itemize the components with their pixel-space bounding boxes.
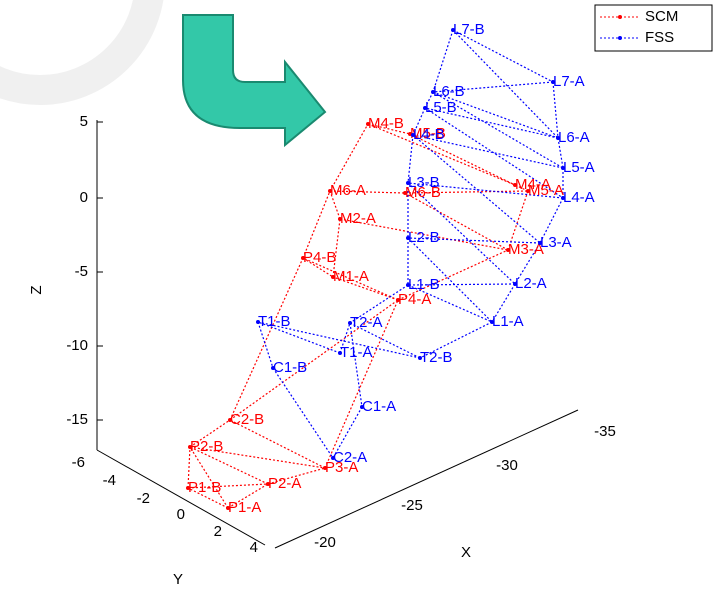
node-label: L7-A (553, 73, 585, 90)
edge (330, 124, 368, 191)
node-label: T2-A (350, 314, 383, 331)
node-label: M2-A (340, 210, 376, 227)
node-label: L6-B (433, 83, 465, 100)
legend-marker (618, 36, 622, 40)
node-label: L3-B (408, 174, 440, 191)
edge (303, 191, 330, 258)
node-label: P1-B (188, 479, 221, 496)
node-label: L6-A (558, 129, 590, 146)
legend-marker (618, 15, 622, 19)
legend-label: FSS (645, 29, 674, 46)
edge (453, 30, 558, 138)
node-label: T2-B (420, 349, 453, 366)
node-label: M1-A (333, 268, 369, 285)
x-axis-label: X (461, 544, 471, 561)
node-label: T1-B (258, 313, 291, 330)
node-label: T1-A (340, 344, 373, 361)
node-label: L5-A (563, 159, 595, 176)
z-axis-label: Z (28, 285, 45, 294)
z-tick-label: 0 (80, 189, 88, 206)
node-label: C1-B (273, 359, 307, 376)
node-label: L7-B (453, 21, 485, 38)
legend-label: SCM (645, 8, 678, 25)
x-tick-label: -35 (594, 423, 616, 440)
y-axis (97, 450, 265, 545)
node-label: C2-A (333, 449, 367, 466)
y-tick-label: 4 (250, 539, 258, 556)
y-tick-label: -4 (103, 472, 116, 489)
x-tick-label: -25 (401, 497, 423, 514)
node-label: C2-B (230, 411, 264, 428)
x-tick-label: -20 (314, 534, 336, 551)
edge (273, 368, 333, 458)
y-axis-label: Y (173, 571, 183, 588)
node-label: M6-A (330, 182, 366, 199)
node-label: M4-B (368, 115, 404, 132)
node-label: L4-B (413, 126, 445, 143)
edge (350, 323, 362, 407)
node-label: L4-A (563, 189, 595, 206)
node-label: L2-A (515, 275, 547, 292)
y-tick-label: 0 (177, 506, 185, 523)
y-tick-label: -2 (137, 490, 150, 507)
x-axis (275, 410, 578, 548)
z-tick-label: -10 (66, 337, 88, 354)
figure: 50-5-10-15-6-4-2024-20-25-30-35 P1-AP1-B… (0, 0, 715, 589)
z-tick-label: -5 (75, 263, 88, 280)
y-tick-label: 2 (214, 523, 222, 540)
z-tick-label: 5 (80, 113, 88, 130)
node-label: M5-A (528, 182, 564, 199)
arrow-icon (183, 15, 325, 145)
watermark (0, 0, 150, 90)
x-tick-label: -30 (496, 457, 518, 474)
y-tick-label: -6 (72, 454, 85, 471)
legend: SCM FSS (595, 5, 712, 51)
node-label: L2-B (408, 229, 440, 246)
node-label: C1-A (362, 398, 396, 415)
node-label: L1-A (492, 313, 524, 330)
node-label: P2-A (268, 475, 301, 492)
node-label: P1-A (228, 499, 261, 516)
node-label: L3-A (540, 234, 572, 251)
node-label: P4-B (303, 249, 336, 266)
node-label: L5-B (425, 99, 457, 116)
node-label: L1-B (408, 276, 440, 293)
node-label: P2-B (190, 438, 223, 455)
z-tick-label: -15 (66, 411, 88, 428)
node-label: P4-A (398, 291, 431, 308)
